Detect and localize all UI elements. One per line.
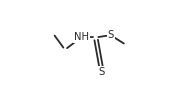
Text: S: S — [108, 30, 114, 40]
Text: NH: NH — [74, 32, 89, 42]
Text: S: S — [99, 67, 105, 77]
